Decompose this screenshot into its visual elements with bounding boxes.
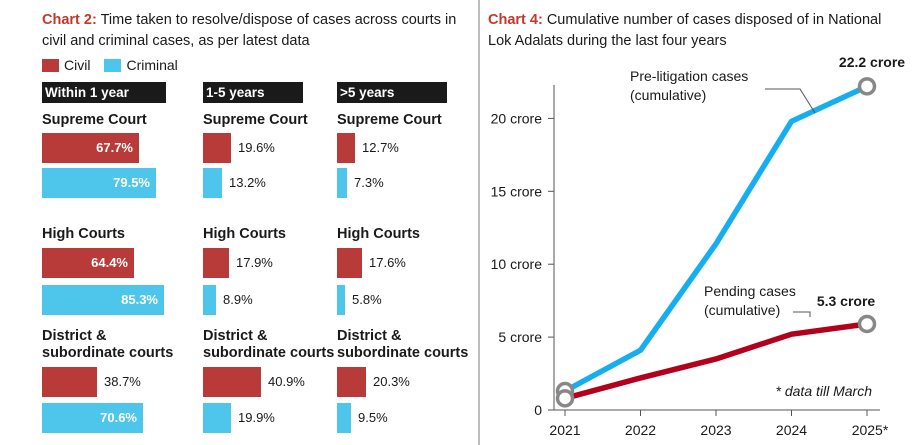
right-chart-title: Chart 4: Cumulative number of cases disp… [488,10,888,52]
criminal-bar [42,285,164,315]
court-label: District & subordinate courts [42,328,174,361]
bar-value-label: 85.3% [121,292,158,307]
right-chart-title-lead: Chart 4: [488,12,543,28]
criminal-bar [42,168,156,198]
civil-bar [203,133,231,163]
right-chart-panel: Chart 4: Cumulative number of cases disp… [480,0,918,445]
criminal-bar [42,403,143,433]
bar-value-label: 67.7% [96,140,133,155]
criminal-bar [337,285,345,315]
left-chart-panel: Chart 2: Time taken to resolve/dispose o… [42,10,472,433]
pending-leader-line [793,311,811,317]
pending-cases-line [562,321,870,402]
pending-end-label: 5.3 crore [817,293,876,309]
legend-label-criminal: Criminal [126,57,178,73]
court-label: Supreme Court [42,112,147,128]
line-chart: 0 5 crore 10 crore 15 crore 20 crore 2021 2022… [491,54,906,438]
left-chart-title: Chart 2: Time taken to resolve/dispose o… [42,10,472,52]
pending-series-label: Pending cases (cumulative) [704,283,796,318]
bar-value-label: 70.6% [100,410,137,425]
x-tick-label: 2024 [776,422,807,438]
pre-litigation-series-label: Pre-litigation cases (cumulative) [630,68,748,103]
criminal-bar [203,168,222,198]
court-label: High Courts [42,226,125,242]
bar-value-label: 8.9% [223,292,253,307]
legend-label-civil: Civil [64,57,91,73]
footnote: * data till March [776,383,873,399]
bar-value-label: 9.5% [358,410,388,425]
court-label: District & subordinate courts [203,328,335,361]
pre-litigation-line [562,83,870,394]
criminal-bar [337,403,351,433]
bar-value-label: 13.2% [229,175,266,190]
y-tick-label: 20 crore [491,110,543,126]
bar-value-label: 19.6% [238,140,275,155]
court-label: Supreme Court [203,112,308,128]
y-tick-label: 10 crore [491,256,543,272]
left-chart-title-text: Time taken to resolve/dispose of cases a… [42,12,457,49]
bar-value-label: 79.5% [113,175,150,190]
criminal-bar [203,403,231,433]
legend-swatch-civil [42,58,59,72]
x-tick-label: 2021 [549,422,580,438]
x-tick-label: 2022 [625,422,656,438]
civil-bar [203,367,261,397]
bar-value-label: 7.3% [354,175,384,190]
criminal-bar [203,285,216,315]
bar-value-label: 19.9% [238,410,275,425]
x-tick-label: 2025* [852,422,889,438]
bar-value-label: 17.6% [369,255,406,270]
x-tick-label: 2023 [700,422,731,438]
column-header: Within 1 year [42,82,166,103]
civil-bar [42,367,97,397]
right-chart-title-text: Cumulative number of cases disposed of i… [488,12,882,49]
civil-bar [42,248,134,278]
bar-value-label: 40.9% [268,374,305,389]
civil-bar [42,133,139,163]
pre-litigation-end-label: 22.2 crore [839,54,905,70]
criminal-bar [337,168,347,198]
bar-value-label: 20.3% [373,374,410,389]
civil-bar [203,248,229,278]
data-point-marker [857,77,877,96]
legend-swatch-criminal [104,58,122,72]
bar-value-label: 5.8% [352,292,382,307]
court-label: Supreme Court [337,112,442,128]
pre-litigation-leader-line [765,88,816,114]
court-label: High Courts [337,226,420,242]
y-tick-label: 5 crore [498,329,542,345]
bar-value-label: 38.7% [104,374,141,389]
bar-value-label: 64.4% [91,255,128,270]
legend: Civil Criminal [42,57,192,73]
bar-value-label: 12.7% [362,140,399,155]
column-header: >5 years [337,82,447,103]
court-label: High Courts [203,226,286,242]
civil-bar [337,367,366,397]
y-tick-label: 15 crore [491,183,543,199]
left-chart-title-lead: Chart 2: [42,12,97,28]
bar-value-label: 17.9% [236,255,273,270]
y-tick-label: 0 [534,402,542,418]
civil-bar [337,133,355,163]
data-point-marker [555,389,575,408]
column-header: 1-5 years [203,82,303,103]
court-label: District & subordinate courts [337,328,469,361]
panel-divider [478,0,480,445]
civil-bar [337,248,362,278]
data-point-marker [857,314,877,334]
